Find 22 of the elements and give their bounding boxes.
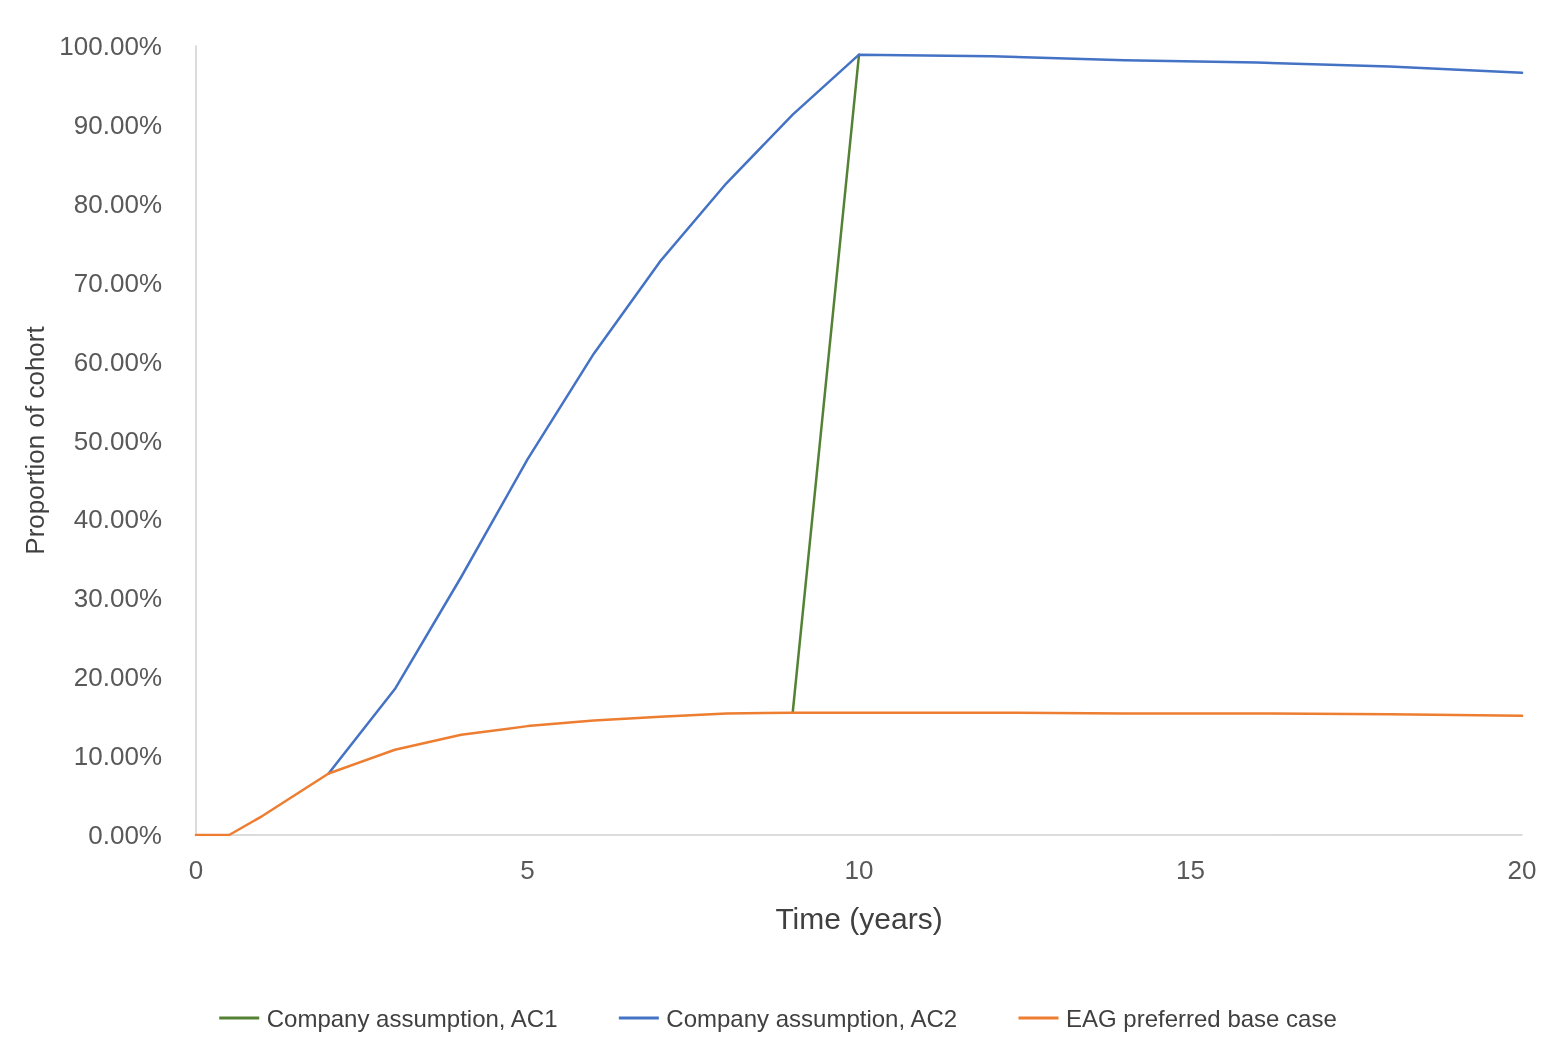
x-tick-label: 20 xyxy=(1507,855,1537,885)
y-tick-label: 60.00% xyxy=(73,346,162,377)
legend-label: Company assumption, AC2 xyxy=(666,1004,958,1032)
x-tick-label: 0 xyxy=(188,855,204,885)
y-tick-label: 100.00% xyxy=(59,31,162,61)
legend-label: Company assumption, AC1 xyxy=(266,1004,558,1032)
y-tick-label: 80.00% xyxy=(73,188,162,219)
x-axis-title: Time (years) xyxy=(775,901,943,935)
y-tick-label: 10.00% xyxy=(73,741,162,772)
y-tick-label: 40.00% xyxy=(73,504,162,535)
y-tick-label: 30.00% xyxy=(73,583,162,614)
y-tick-label: 50.00% xyxy=(73,425,162,456)
x-tick-label: 10 xyxy=(844,855,874,885)
x-tick-label: 15 xyxy=(1176,855,1205,885)
y-tick-label: 70.00% xyxy=(73,267,162,298)
line-series xyxy=(327,53,1524,775)
y-tick-label: 0.00% xyxy=(88,820,162,850)
x-tick-label: 5 xyxy=(520,855,535,885)
y-axis-title: Proportion of cohort xyxy=(20,325,50,555)
legend-label: EAG preferred base case xyxy=(1065,1004,1337,1032)
y-tick-label: 20.00% xyxy=(73,662,162,693)
y-tick-label: 90.00% xyxy=(73,109,162,140)
